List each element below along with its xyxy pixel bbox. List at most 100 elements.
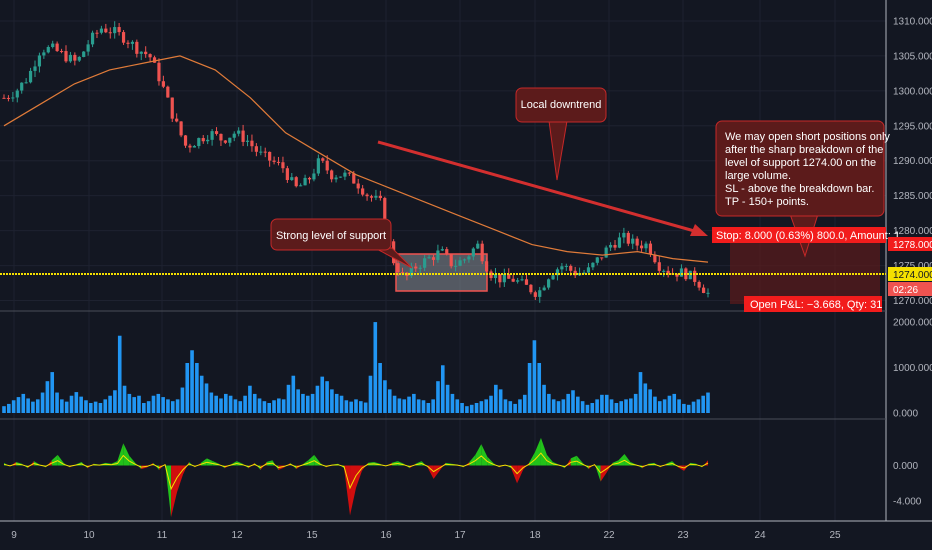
volume-bar (604, 394, 609, 413)
time-tick-label: 22 (603, 530, 615, 541)
candle-body (307, 177, 312, 180)
candle-body (183, 135, 188, 146)
volume-bar (142, 403, 146, 413)
candle-body (631, 238, 635, 244)
osc-area-segment (266, 460, 273, 466)
candle-body (104, 28, 108, 33)
candle-body (533, 292, 537, 297)
osc-area-segment (570, 455, 577, 466)
candle-body (86, 44, 90, 52)
candle-body (232, 133, 236, 138)
candle-body (157, 62, 161, 82)
volume-bar (479, 401, 484, 413)
volume-bar (653, 396, 657, 413)
volume-bar (257, 398, 262, 413)
open-pnl-label[interactable]: Open P&L: −3.668, Qty: 31 (744, 296, 882, 312)
candle-body (551, 275, 555, 280)
volume-bar (662, 399, 667, 413)
volume-bar (175, 399, 180, 413)
volume-bar (407, 396, 411, 413)
candle-body (46, 46, 50, 53)
candle-body (228, 137, 232, 143)
candle-body (458, 260, 462, 266)
candle-body (352, 173, 356, 184)
time-tick-label: 24 (754, 530, 766, 541)
idea-line-1: We may open short positions only (725, 131, 890, 143)
osc-tick-label: 0.000 (893, 461, 918, 472)
candle-body (356, 183, 360, 189)
volume-bar (537, 363, 542, 413)
candle-body (82, 51, 86, 57)
idea-line-2: after the sharp breakdown of the (725, 144, 883, 156)
candle-body (68, 54, 73, 62)
oscillator-axis: 0.000 -4.000 (893, 461, 922, 508)
stop-order-label[interactable]: Stop: 8.000 (0.63%) 800.0, Amount: 1 (712, 227, 900, 243)
volume-bar (392, 395, 397, 413)
volume-bar (84, 400, 88, 413)
volume-bar (571, 390, 575, 413)
candle-body (2, 97, 6, 99)
volume-bar (484, 399, 488, 413)
candle-body (299, 185, 303, 187)
volume-bar (465, 406, 469, 413)
time-tick-label: 9 (11, 530, 17, 541)
volume-bar (238, 401, 243, 413)
volume-bar (204, 383, 209, 413)
candle-body (538, 290, 542, 297)
candle-body (485, 261, 489, 272)
osc-area-segment (272, 460, 279, 470)
stop-order-text: Stop: 8.000 (0.63%) 800.0, Amount: 1 (716, 230, 900, 242)
candle-body (179, 121, 183, 136)
callout-local-downtrend[interactable]: Local downtrend (515, 87, 607, 181)
candle-body (223, 140, 227, 143)
candle-body (192, 146, 196, 148)
candle-body (662, 270, 666, 272)
osc-area-segment (511, 465, 518, 484)
volume-bar (614, 403, 619, 413)
candle-body (586, 267, 591, 273)
time-tick-label: 23 (677, 530, 689, 541)
volume-bar (643, 383, 648, 413)
volume-bar (706, 392, 710, 413)
candle-body (378, 195, 382, 199)
candle-body (666, 270, 670, 274)
candle-body (214, 131, 219, 134)
candle-body (604, 247, 608, 258)
volume-bar (590, 403, 595, 413)
candle-body (476, 243, 480, 249)
volume-bar (93, 401, 98, 413)
candle-body (272, 160, 276, 162)
oscillator-series (3, 437, 709, 518)
candle-body (600, 257, 604, 259)
volume-bar (310, 393, 315, 413)
candle-body (542, 287, 546, 291)
candle-body (24, 82, 28, 84)
candle-body (152, 57, 157, 63)
volume-bar (55, 392, 59, 413)
volume-bar (657, 401, 662, 413)
candle-body (33, 66, 37, 71)
volume-bar (60, 399, 64, 413)
candle-body (170, 97, 174, 119)
candle-body (241, 130, 245, 142)
candle-body (520, 279, 524, 281)
candle-body (290, 177, 294, 180)
candle-body (15, 90, 19, 98)
candle-body (276, 161, 281, 163)
volume-bar (489, 395, 493, 413)
volume-bar (219, 398, 223, 413)
downtrend-arrowhead (690, 224, 708, 236)
volume-bar (40, 392, 45, 413)
callout-support[interactable]: Strong level of support (270, 218, 413, 269)
volume-bar (503, 399, 508, 413)
price-marker-stop: 1278.000 (888, 237, 932, 251)
candle-body (11, 97, 15, 99)
downtrend-arrow[interactable] (377, 140, 699, 234)
candle-body (449, 253, 453, 267)
candle-body (281, 162, 285, 169)
candle-body (418, 267, 422, 269)
volume-bar (368, 375, 373, 413)
volume-bar (397, 398, 402, 413)
idea-line-6: TP - 150+ points. (725, 196, 809, 208)
